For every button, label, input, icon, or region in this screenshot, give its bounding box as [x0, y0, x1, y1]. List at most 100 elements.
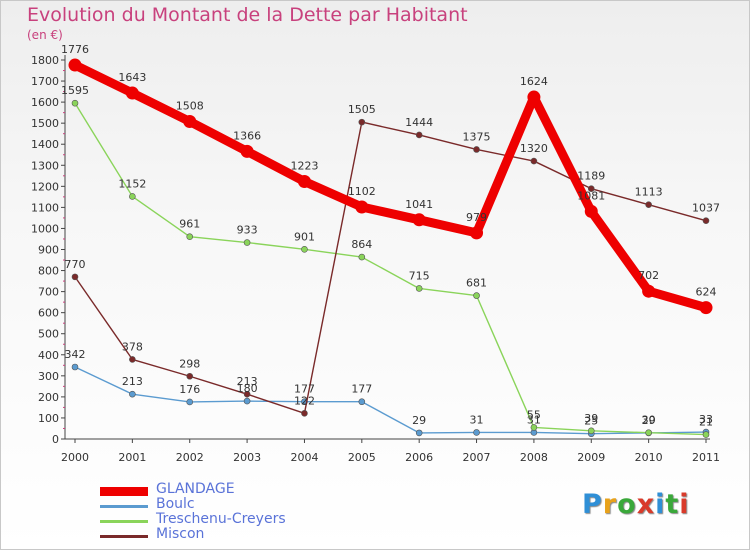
- data-point: [129, 390, 136, 398]
- y-tick-label: 1600: [31, 96, 59, 109]
- series-boulc: [71, 363, 710, 438]
- data-point: [301, 245, 308, 253]
- y-tick-label: 200: [38, 391, 59, 404]
- data-label: 30: [642, 414, 656, 427]
- data-point: [355, 200, 369, 214]
- data-label: 702: [638, 269, 659, 282]
- data-point: [186, 372, 194, 380]
- x-tick-label: 2000: [61, 451, 89, 464]
- data-label: 342: [65, 348, 86, 361]
- point-labels: 1776 1643 1508 1366 1223 1102 1041 979 1624 1081 7…: [61, 43, 720, 429]
- data-point: [183, 114, 197, 128]
- legend-swatch: [100, 535, 148, 538]
- data-point: [297, 174, 311, 188]
- y-tick-label: 1100: [31, 201, 59, 214]
- data-point: [243, 239, 251, 246]
- x-tick-label: 2002: [176, 451, 204, 464]
- y-tick-label: 1200: [31, 180, 59, 193]
- chart-title: Evolution du Montant de la Dette par Hab…: [27, 4, 468, 26]
- data-label: 864: [351, 238, 372, 251]
- y-tick-label: 0: [52, 433, 59, 446]
- y-tick-label: 1500: [31, 117, 59, 130]
- data-point: [642, 284, 656, 298]
- data-label: 1776: [61, 43, 89, 56]
- data-label: 33: [699, 413, 713, 426]
- data-point: [415, 429, 423, 437]
- data-label: 1624: [520, 75, 548, 88]
- data-point: [243, 397, 251, 405]
- data-label: 213: [237, 375, 258, 388]
- data-label: 961: [179, 218, 200, 231]
- data-point: [243, 390, 251, 398]
- data-label: 177: [351, 383, 372, 396]
- chart-axes: 0 100 200 300 400 500 600 700 800 900 1000 1100 1200…: [31, 54, 720, 464]
- series-treschenu-creyers: [71, 99, 710, 438]
- data-label: 1081: [577, 189, 605, 202]
- y-tick-label: 500: [38, 328, 59, 341]
- y-tick-label: 1800: [31, 54, 59, 67]
- data-point: [702, 431, 710, 438]
- data-label: 176: [179, 383, 200, 396]
- data-point: [412, 213, 426, 227]
- legend-item: Boulc: [100, 496, 400, 514]
- data-label: 770: [65, 258, 86, 271]
- series-line: [74, 121, 707, 415]
- data-point: [71, 363, 79, 371]
- data-label: 681: [466, 277, 487, 290]
- data-point: [301, 410, 308, 417]
- data-label: 21: [699, 416, 713, 429]
- legend-label: Treschenu-Creyers: [156, 511, 286, 527]
- data-label: 1643: [118, 71, 146, 84]
- x-tick-label: 2010: [635, 451, 663, 464]
- data-point: [415, 131, 423, 139]
- y-tick-label: 1700: [31, 75, 59, 88]
- series-glandage: [68, 58, 713, 315]
- data-label: 55: [527, 408, 541, 421]
- legend-swatch: [100, 487, 148, 496]
- data-label: 1320: [520, 142, 548, 155]
- data-label: 715: [409, 269, 430, 282]
- data-label: 213: [122, 375, 143, 388]
- data-point: [587, 185, 595, 192]
- data-point: [645, 429, 652, 436]
- y-tick-label: 700: [38, 286, 59, 299]
- y-tick-label: 600: [38, 307, 59, 320]
- data-point: [473, 146, 480, 153]
- data-label: 298: [179, 357, 200, 370]
- x-tick-label: 2009: [577, 451, 605, 464]
- y-tick-label: 400: [38, 349, 59, 362]
- data-label: 1152: [118, 177, 146, 190]
- data-label: 31: [470, 413, 484, 426]
- data-point: [530, 424, 538, 431]
- y-tick-label: 1300: [31, 159, 59, 172]
- data-label: 1366: [233, 129, 261, 142]
- data-point: [645, 201, 652, 208]
- data-point: [527, 90, 541, 104]
- data-label: 177: [294, 383, 315, 396]
- series-line: [74, 366, 707, 435]
- data-label: 29: [642, 414, 656, 427]
- series-miscon: [71, 118, 710, 417]
- x-tick-label: 2006: [405, 451, 433, 464]
- data-point: [129, 356, 136, 363]
- legend-swatch: [100, 505, 148, 508]
- data-point: [240, 144, 254, 158]
- y-tick-label: 1400: [31, 138, 59, 151]
- x-tick-label: 2005: [348, 451, 376, 464]
- data-point: [186, 233, 194, 240]
- x-tick-label: 2003: [233, 451, 261, 464]
- data-label: 1189: [577, 170, 605, 183]
- y-tick-label: 100: [38, 412, 59, 425]
- data-point: [530, 157, 538, 165]
- x-tick-label: 2001: [118, 451, 146, 464]
- data-label: 624: [696, 286, 717, 299]
- data-point: [186, 398, 194, 406]
- data-label: 25: [584, 415, 598, 428]
- y-tick-label: 900: [38, 244, 59, 257]
- data-point: [71, 99, 79, 107]
- legend-swatch: [100, 520, 148, 523]
- data-point: [473, 429, 480, 436]
- data-point: [358, 398, 366, 406]
- data-label: 1505: [348, 103, 376, 116]
